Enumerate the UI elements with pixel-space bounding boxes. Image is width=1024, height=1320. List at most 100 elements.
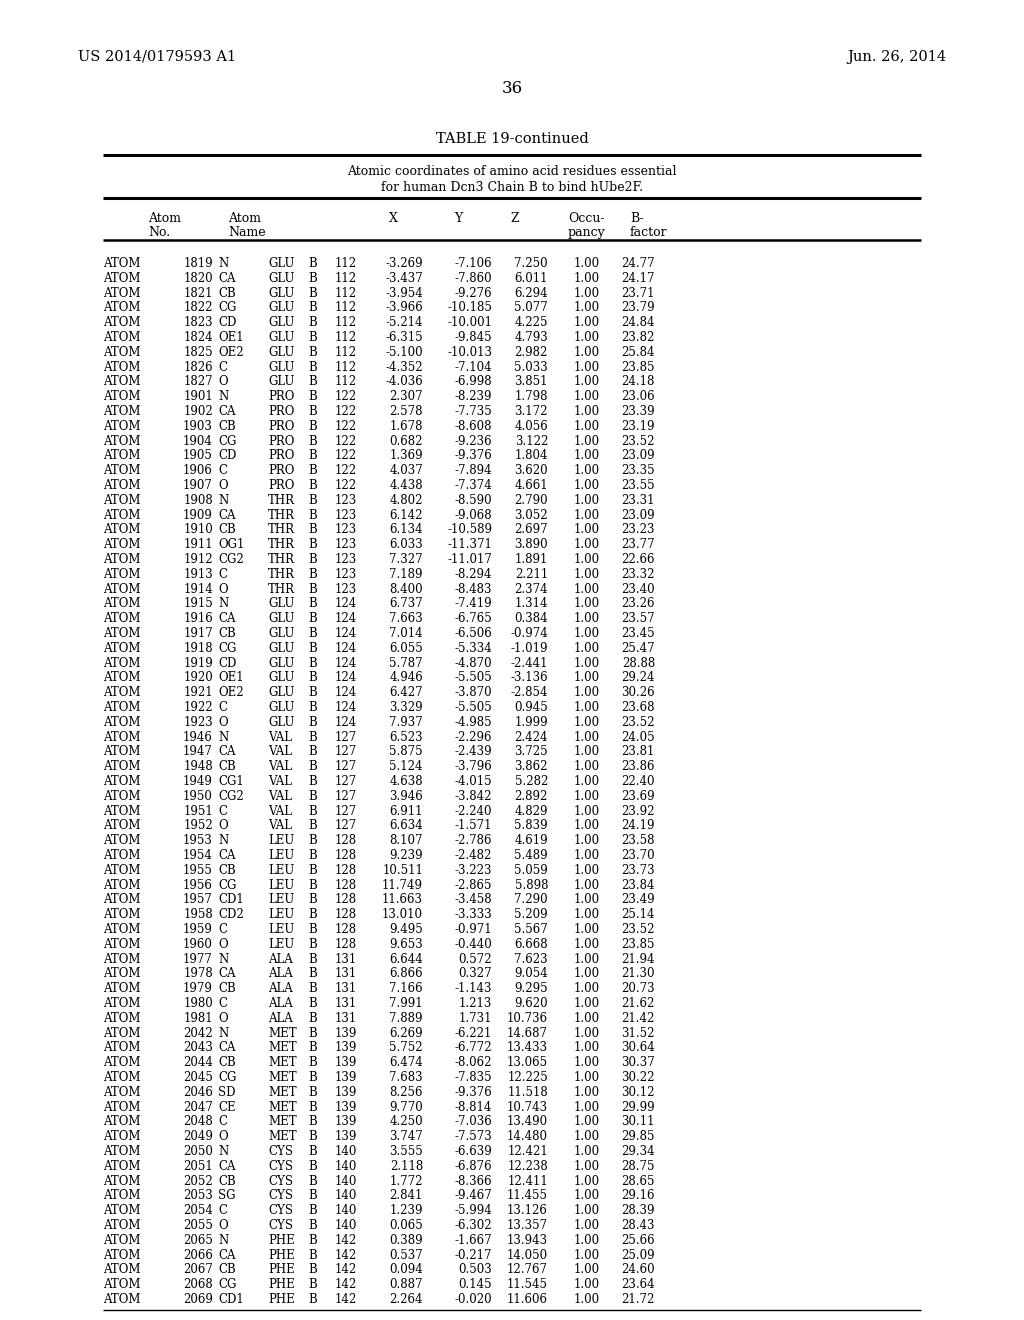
Text: Occu-: Occu- — [568, 213, 604, 224]
Text: -10.185: -10.185 — [447, 301, 492, 314]
Text: 1.00: 1.00 — [573, 656, 600, 669]
Text: 2052: 2052 — [183, 1175, 213, 1188]
Text: 13.010: 13.010 — [382, 908, 423, 921]
Text: 8.256: 8.256 — [389, 1086, 423, 1098]
Text: 1.00: 1.00 — [573, 1218, 600, 1232]
Text: N: N — [218, 1027, 228, 1040]
Text: 25.66: 25.66 — [622, 1234, 655, 1247]
Text: 6.142: 6.142 — [389, 508, 423, 521]
Text: CB: CB — [218, 1056, 236, 1069]
Text: 1.00: 1.00 — [573, 820, 600, 833]
Text: 23.52: 23.52 — [622, 434, 655, 447]
Text: ATOM: ATOM — [103, 286, 140, 300]
Text: 139: 139 — [335, 1027, 357, 1040]
Text: 28.39: 28.39 — [622, 1204, 655, 1217]
Text: B: B — [308, 1027, 316, 1040]
Text: B: B — [308, 317, 316, 329]
Text: 24.18: 24.18 — [622, 375, 655, 388]
Text: 23.49: 23.49 — [622, 894, 655, 907]
Text: 14.480: 14.480 — [507, 1130, 548, 1143]
Text: 1.891: 1.891 — [515, 553, 548, 566]
Text: 1.00: 1.00 — [573, 789, 600, 803]
Text: CG2: CG2 — [218, 553, 244, 566]
Text: B: B — [308, 1249, 316, 1262]
Text: CG2: CG2 — [218, 789, 244, 803]
Text: ATOM: ATOM — [103, 937, 140, 950]
Text: 23.06: 23.06 — [622, 391, 655, 403]
Text: 23.35: 23.35 — [622, 465, 655, 478]
Text: 131: 131 — [335, 953, 357, 966]
Text: 5.875: 5.875 — [389, 746, 423, 759]
Text: B: B — [308, 582, 316, 595]
Text: -8.366: -8.366 — [455, 1175, 492, 1188]
Text: ATOM: ATOM — [103, 686, 140, 700]
Text: 23.81: 23.81 — [622, 746, 655, 759]
Text: -5.334: -5.334 — [455, 642, 492, 655]
Text: ATOM: ATOM — [103, 1160, 140, 1172]
Text: ATOM: ATOM — [103, 346, 140, 359]
Text: LEU: LEU — [268, 894, 294, 907]
Text: 1.00: 1.00 — [573, 997, 600, 1010]
Text: 1.00: 1.00 — [573, 1294, 600, 1305]
Text: ATOM: ATOM — [103, 508, 140, 521]
Text: B: B — [308, 1294, 316, 1305]
Text: -3.437: -3.437 — [385, 272, 423, 285]
Text: 6.055: 6.055 — [389, 642, 423, 655]
Text: 25.09: 25.09 — [622, 1249, 655, 1262]
Text: ATOM: ATOM — [103, 879, 140, 891]
Text: 5.209: 5.209 — [514, 908, 548, 921]
Text: 1.00: 1.00 — [573, 286, 600, 300]
Text: 4.056: 4.056 — [514, 420, 548, 433]
Text: -8.483: -8.483 — [455, 582, 492, 595]
Text: CA: CA — [218, 272, 236, 285]
Text: ALA: ALA — [268, 982, 293, 995]
Text: GLU: GLU — [268, 612, 294, 626]
Text: CG: CG — [218, 642, 237, 655]
Text: 1901: 1901 — [183, 391, 213, 403]
Text: 3.862: 3.862 — [514, 760, 548, 774]
Text: 1.00: 1.00 — [573, 937, 600, 950]
Text: 139: 139 — [335, 1086, 357, 1098]
Text: 4.225: 4.225 — [514, 317, 548, 329]
Text: 112: 112 — [335, 346, 357, 359]
Text: OE2: OE2 — [218, 686, 244, 700]
Text: -2.441: -2.441 — [511, 656, 548, 669]
Text: -10.589: -10.589 — [447, 524, 492, 536]
Text: 30.37: 30.37 — [622, 1056, 655, 1069]
Text: B: B — [308, 1101, 316, 1114]
Text: 123: 123 — [335, 494, 357, 507]
Text: 5.124: 5.124 — [389, 760, 423, 774]
Text: 1.00: 1.00 — [573, 391, 600, 403]
Text: 128: 128 — [335, 863, 357, 876]
Text: 29.24: 29.24 — [622, 672, 655, 684]
Text: 6.269: 6.269 — [389, 1027, 423, 1040]
Text: pancy: pancy — [568, 226, 606, 239]
Text: VAL: VAL — [268, 760, 292, 774]
Text: GLU: GLU — [268, 346, 294, 359]
Text: 127: 127 — [335, 789, 357, 803]
Text: 1.00: 1.00 — [573, 1144, 600, 1158]
Text: B: B — [308, 863, 316, 876]
Text: B: B — [308, 1218, 316, 1232]
Text: ATOM: ATOM — [103, 420, 140, 433]
Text: 2047: 2047 — [183, 1101, 213, 1114]
Text: 13.433: 13.433 — [507, 1041, 548, 1055]
Text: 13.126: 13.126 — [507, 1204, 548, 1217]
Text: CB: CB — [218, 420, 236, 433]
Text: -4.870: -4.870 — [455, 656, 492, 669]
Text: THR: THR — [268, 494, 295, 507]
Text: B: B — [308, 449, 316, 462]
Text: 3.946: 3.946 — [389, 789, 423, 803]
Text: 23.52: 23.52 — [622, 715, 655, 729]
Text: 1957: 1957 — [183, 894, 213, 907]
Text: B: B — [308, 937, 316, 950]
Text: 10.511: 10.511 — [382, 863, 423, 876]
Text: 5.489: 5.489 — [514, 849, 548, 862]
Text: 124: 124 — [335, 701, 357, 714]
Text: ATOM: ATOM — [103, 1115, 140, 1129]
Text: -8.814: -8.814 — [455, 1101, 492, 1114]
Text: ATOM: ATOM — [103, 1056, 140, 1069]
Text: 23.39: 23.39 — [622, 405, 655, 418]
Text: 1955: 1955 — [183, 863, 213, 876]
Text: ATOM: ATOM — [103, 1249, 140, 1262]
